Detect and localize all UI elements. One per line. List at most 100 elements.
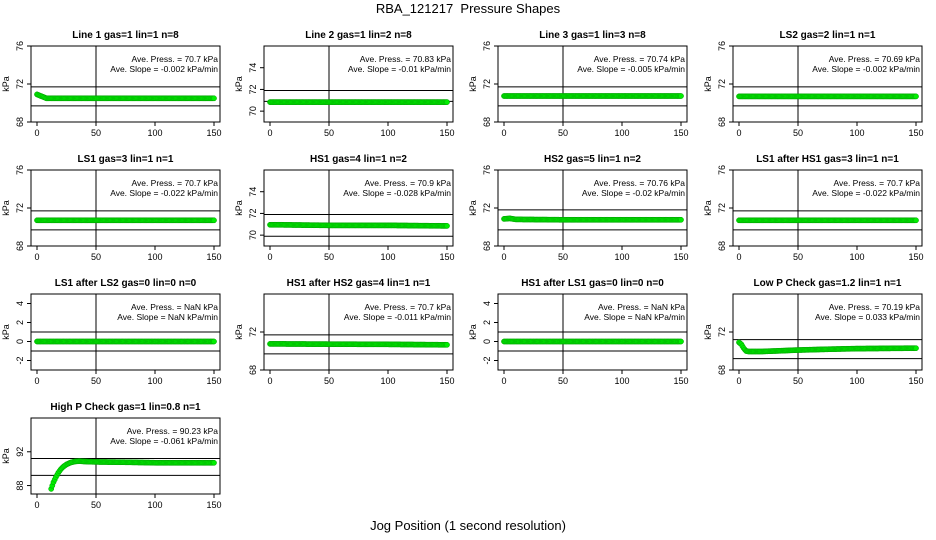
- y-axis-label: kPa: [468, 200, 478, 216]
- y-tick-label: 68: [717, 241, 727, 251]
- panel-9: LS1 after LS2 gas=0 lin=0 n=0 0 50 100 150 -2…: [1, 278, 222, 386]
- x-tick-label: 150: [206, 252, 221, 262]
- x-tick-label: 0: [34, 500, 39, 510]
- y-axis-label: kPa: [234, 200, 244, 216]
- data-point: [913, 93, 919, 100]
- x-tick-label: 100: [380, 252, 395, 262]
- data-point: [913, 217, 919, 224]
- x-tick-label: 0: [736, 252, 741, 262]
- annotation-line: Ave. Press. = 70.7 kPa: [131, 178, 218, 188]
- panel-4: LS2 gas=2 lin=1 n=1 0 50 100 150 68 72 76 kPa Ave…: [703, 30, 924, 138]
- y-axis-label: kPa: [703, 76, 713, 92]
- x-tick-label: 0: [501, 128, 506, 138]
- data-point: [444, 99, 450, 105]
- data-point: [678, 93, 684, 99]
- annotation-line: Ave. Press. = NaN kPa: [131, 302, 218, 312]
- x-tick-label: 0: [34, 128, 39, 138]
- annotation-line: Ave. Press. = 70.7 kPa: [131, 54, 218, 64]
- panel-12: Low P Check gas=1.2 lin=1 n=1 0 50 100 150 68…: [703, 278, 924, 386]
- x-tick-label: 100: [380, 376, 395, 386]
- y-tick-label: 72: [248, 327, 258, 337]
- x-tick-label: 150: [439, 252, 454, 262]
- y-tick-label: -2: [15, 356, 25, 364]
- y-tick-label: 4: [482, 301, 492, 306]
- data-point: [211, 217, 217, 224]
- y-tick-label: 72: [15, 79, 25, 89]
- data-point: [444, 341, 450, 348]
- y-tick-label: 70: [248, 230, 258, 240]
- y-tick-label: 2: [482, 320, 492, 325]
- y-axis-label: kPa: [234, 76, 244, 92]
- x-tick-label: 0: [267, 128, 272, 138]
- y-tick-label: -2: [482, 356, 492, 364]
- y-tick-label: 76: [482, 165, 492, 175]
- x-tick-label: 50: [558, 376, 568, 386]
- y-tick-label: 92: [15, 447, 25, 457]
- panel-1: Line 1 gas=1 lin=1 n=8 0 50 100 150 68 72 76 kPa…: [1, 30, 222, 138]
- annotation-line: Ave. Press. = 70.74 kPa: [594, 54, 686, 64]
- y-tick-label: 68: [717, 365, 727, 375]
- panel-title: HS1 after HS2 gas=4 lin=1 n=1: [287, 278, 431, 289]
- y-tick-label: 68: [482, 117, 492, 127]
- x-tick-label: 100: [614, 376, 629, 386]
- panel-title: LS1 after LS2 gas=0 lin=0 n=0: [55, 278, 197, 289]
- y-tick-label: 68: [248, 365, 258, 375]
- x-tick-label: 150: [439, 376, 454, 386]
- annotation-line: Ave. Slope = -0.002 kPa/min: [812, 64, 920, 74]
- y-tick-label: 68: [717, 117, 727, 127]
- y-axis-label: kPa: [1, 76, 11, 92]
- y-tick-label: 68: [15, 241, 25, 251]
- x-tick-label: 50: [324, 128, 334, 138]
- y-tick-label: 88: [15, 481, 25, 491]
- x-tick-label: 50: [558, 128, 568, 138]
- y-tick-label: 74: [248, 187, 258, 197]
- x-tick-label: 150: [673, 128, 688, 138]
- panel-title: Line 3 gas=1 lin=3 n=8: [539, 30, 646, 41]
- panel-10: HS1 after HS2 gas=4 lin=1 n=1 0 50 100 150 68…: [234, 278, 455, 386]
- x-tick-label: 100: [147, 252, 162, 262]
- y-axis-label: kPa: [1, 324, 11, 340]
- annotation-line: Ave. Slope = -0.02 kPa/min: [582, 188, 685, 198]
- y-tick-label: 72: [15, 203, 25, 213]
- x-tick-label: 150: [206, 128, 221, 138]
- panel-5: LS1 gas=3 lin=1 n=1 0 50 100 150 68 72 76 kPa Ave…: [1, 154, 222, 262]
- x-tick-label: 150: [673, 252, 688, 262]
- annotation-line: Ave. Slope = -0.011 kPa/min: [344, 312, 451, 322]
- panel-title: LS1 after HS1 gas=3 lin=1 n=1: [756, 154, 899, 165]
- x-tick-label: 0: [501, 376, 506, 386]
- panel-7: HS2 gas=5 lin=1 n=2 0 50 100 150 68 72 76 kPa Ave…: [468, 154, 689, 262]
- y-tick-label: 76: [717, 165, 727, 175]
- y-axis-label: kPa: [703, 200, 713, 216]
- y-tick-label: 72: [482, 203, 492, 213]
- annotation-line: Ave. Slope = -0.002 kPa/min: [110, 64, 218, 74]
- y-tick-label: 2: [15, 320, 25, 325]
- panel-title: LS1 gas=3 lin=1 n=1: [78, 154, 174, 165]
- panel-3: Line 3 gas=1 lin=3 n=8 0 50 100 150 68 72 76 kPa…: [468, 30, 689, 138]
- x-tick-label: 150: [206, 376, 221, 386]
- panel-title: Low P Check gas=1.2 lin=1 n=1: [754, 278, 902, 289]
- annotation-line: Ave. Press. = NaN kPa: [598, 302, 685, 312]
- annotation-line: Ave. Press. = 70.19 kPa: [829, 302, 921, 312]
- y-tick-label: 72: [717, 203, 727, 213]
- panel-title: LS2 gas=2 lin=1 n=1: [780, 30, 876, 41]
- annotation-line: Ave. Press. = 70.69 kPa: [829, 54, 921, 64]
- x-tick-label: 100: [614, 252, 629, 262]
- x-tick-label: 50: [324, 376, 334, 386]
- panel-title: High P Check gas=1 lin=0.8 n=1: [50, 402, 201, 413]
- x-tick-label: 100: [147, 500, 162, 510]
- annotation-line: Ave. Press. = 70.83 kPa: [360, 54, 452, 64]
- x-tick-label: 50: [793, 376, 803, 386]
- x-tick-label: 0: [501, 252, 506, 262]
- x-tick-label: 150: [206, 500, 221, 510]
- annotation-line: Ave. Slope = NaN kPa/min: [117, 312, 218, 322]
- x-tick-label: 50: [558, 252, 568, 262]
- data-point: [211, 338, 217, 345]
- x-tick-label: 0: [736, 128, 741, 138]
- y-tick-label: 76: [15, 41, 25, 51]
- x-tick-label: 50: [793, 252, 803, 262]
- y-tick-label: 68: [482, 241, 492, 251]
- y-tick-label: 72: [717, 79, 727, 89]
- annotation-line: Ave. Press. = 90.23 kPa: [127, 426, 219, 436]
- x-tick-label: 0: [34, 252, 39, 262]
